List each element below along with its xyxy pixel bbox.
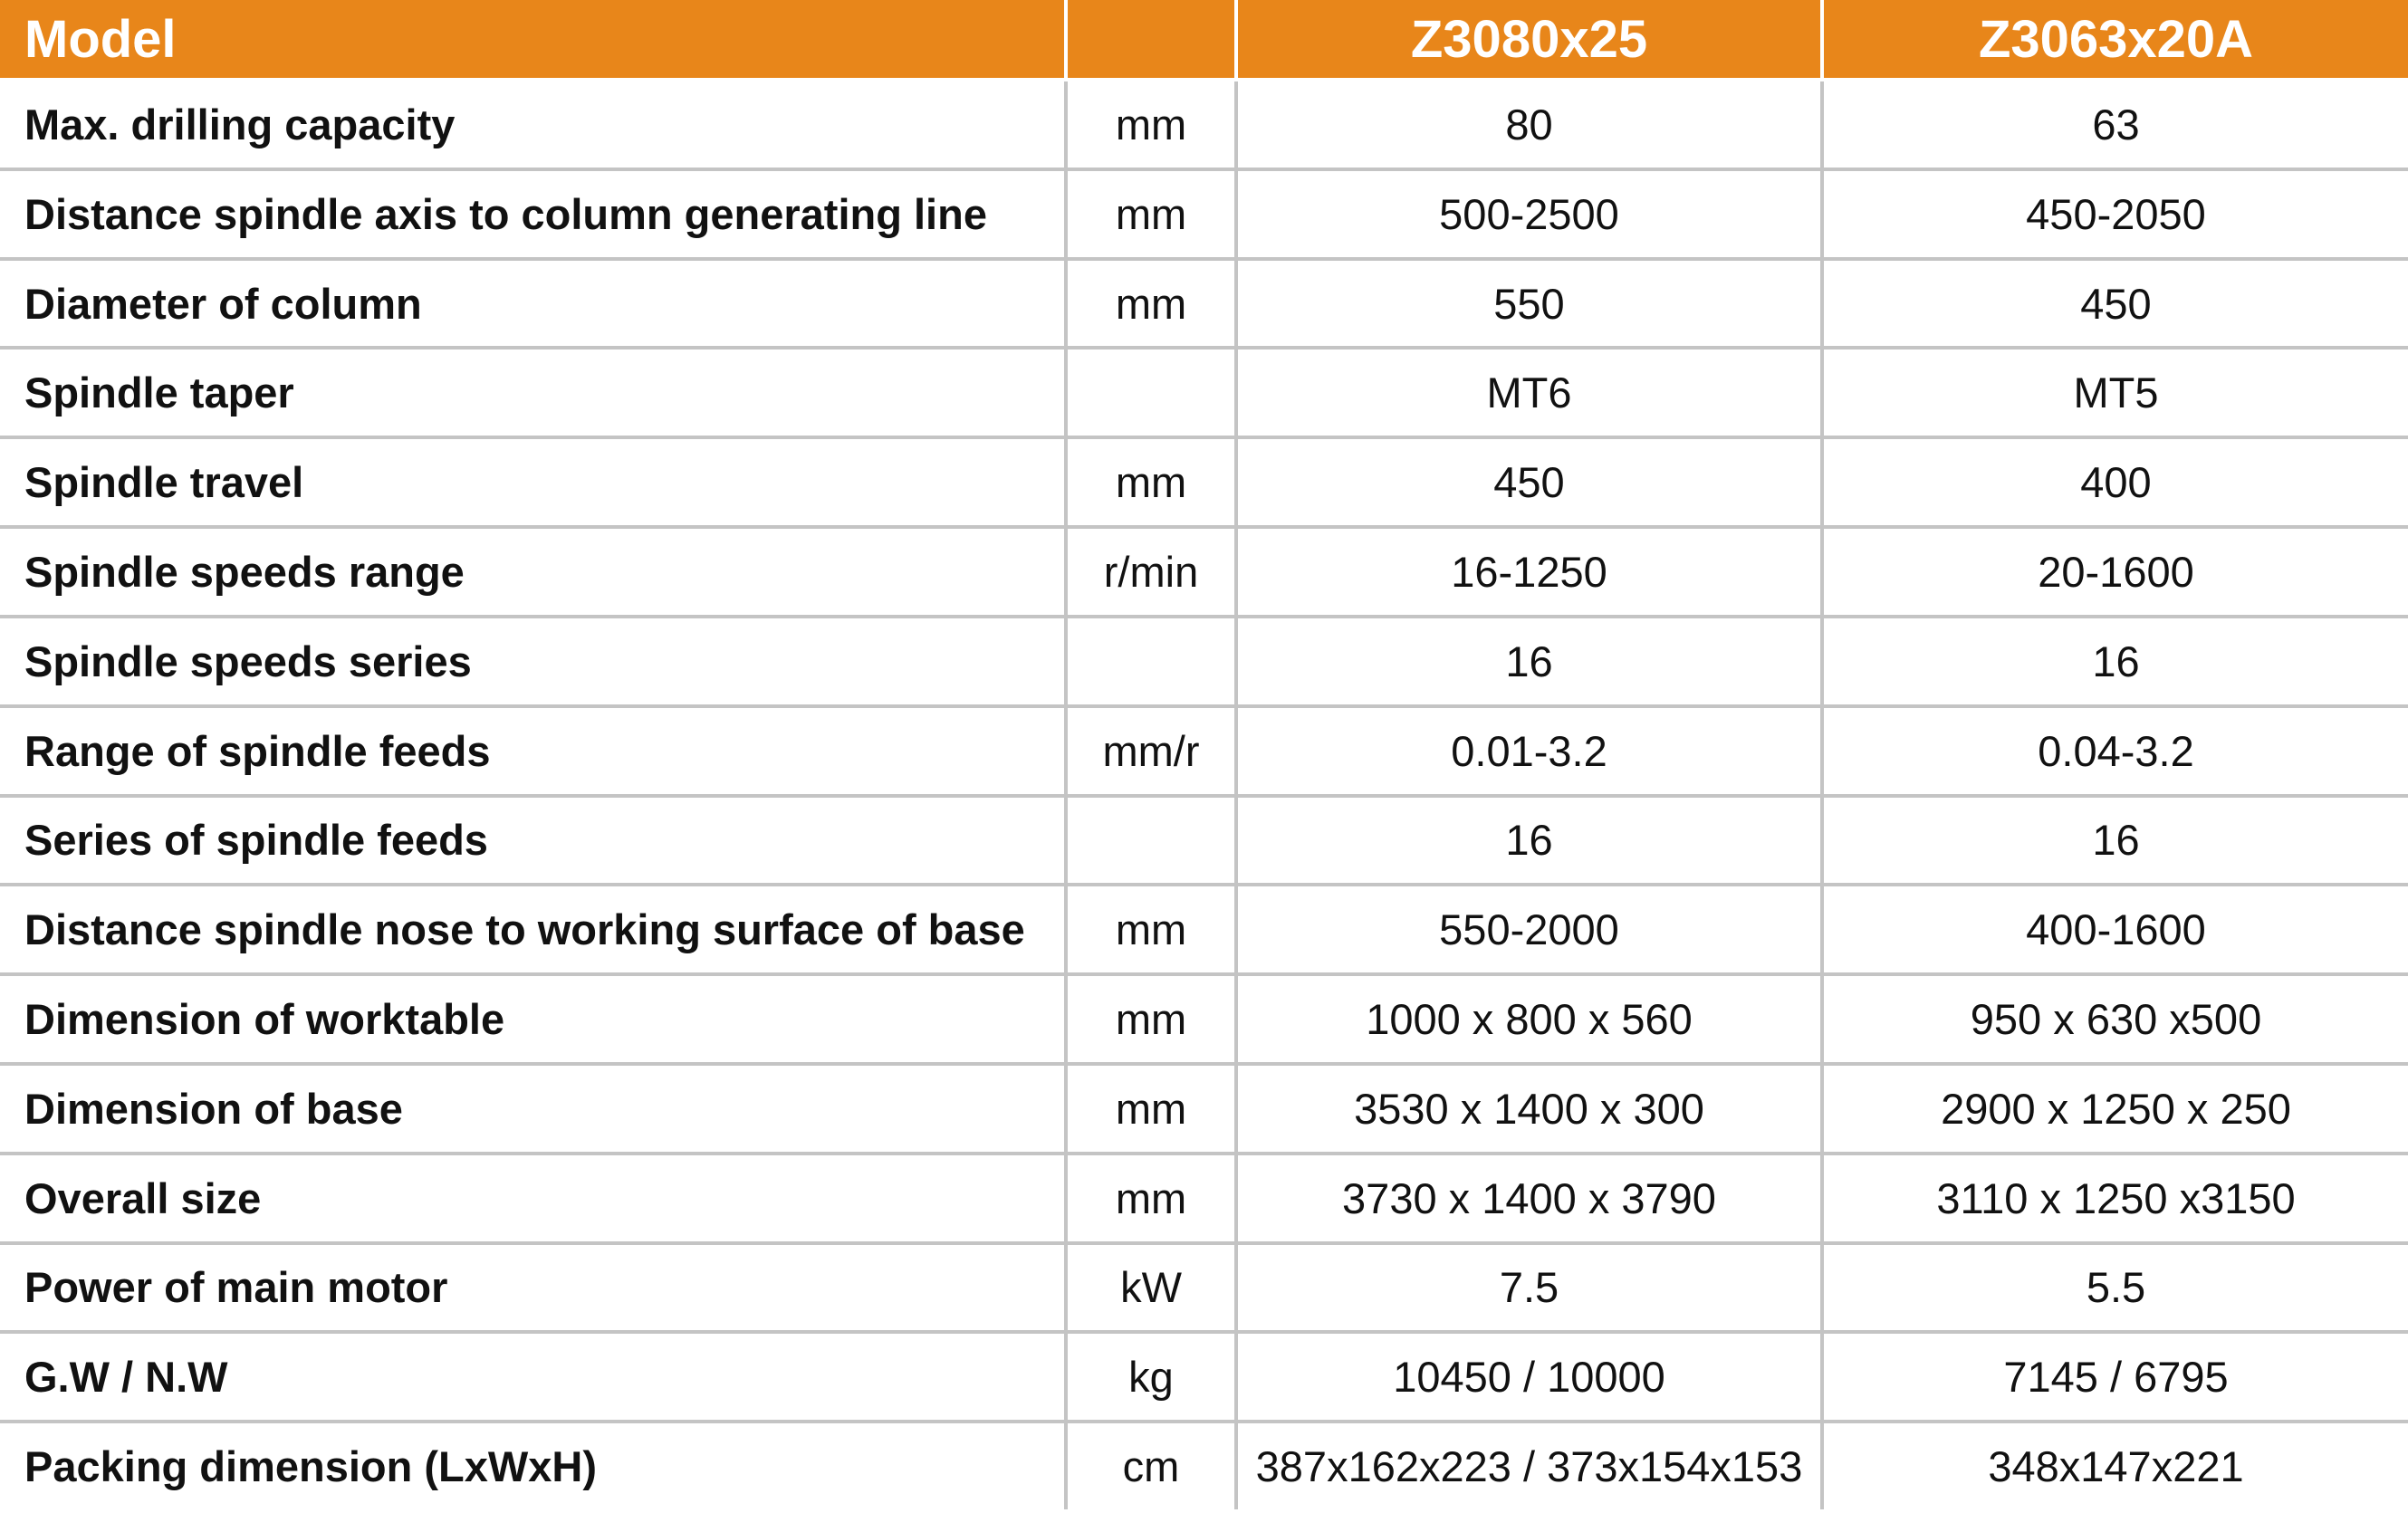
spec-row: Power of main motor kW 7.5 5.5 — [0, 1240, 2408, 1335]
spec-label: Max. drilling capacity — [0, 78, 1068, 171]
spec-label: Power of main motor — [0, 1240, 1068, 1335]
spec-value: 63 — [1820, 78, 2408, 171]
spec-unit: mm — [1064, 972, 1238, 1066]
spec-row: Distance spindle nose to working surface… — [0, 883, 2408, 977]
spec-value: 0.01-3.2 — [1234, 704, 1824, 798]
spec-value: MT5 — [1820, 346, 2408, 440]
spec-unit: mm — [1064, 78, 1238, 171]
spec-row: Series of spindle feeds 16 16 — [0, 793, 2408, 887]
spec-value: 387x162x223 / 373x154x153 — [1234, 1420, 1824, 1509]
spec-unit — [1064, 346, 1238, 440]
spec-value: 16 — [1234, 793, 1824, 887]
spec-value: 16 — [1820, 793, 2408, 887]
spec-value: 450-2050 — [1820, 167, 2408, 261]
spec-unit: kg — [1064, 1330, 1238, 1424]
spec-row: Spindle taper MT6 MT5 — [0, 346, 2408, 440]
spec-unit: mm — [1064, 436, 1238, 530]
spec-value: 7145 / 6795 — [1820, 1330, 2408, 1424]
spec-value: 950 x 630 x500 — [1820, 972, 2408, 1066]
spec-value: 80 — [1234, 78, 1824, 171]
spec-unit — [1064, 793, 1238, 887]
spec-value: 348x147x221 — [1820, 1420, 2408, 1509]
spec-unit: cm — [1064, 1420, 1238, 1509]
spec-label: Spindle speeds series — [0, 614, 1068, 708]
spec-label: Series of spindle feeds — [0, 793, 1068, 887]
spec-row: G.W / N.W kg 10450 / 10000 7145 / 6795 — [0, 1330, 2408, 1424]
spec-unit: mm — [1064, 1151, 1238, 1245]
spec-value: 3110 x 1250 x3150 — [1820, 1151, 2408, 1245]
spec-value: 450 — [1234, 436, 1824, 530]
spec-value: 2900 x 1250 x 250 — [1820, 1061, 2408, 1155]
spec-row: Spindle speeds series 16 16 — [0, 614, 2408, 708]
spec-row: Spindle travel mm 450 400 — [0, 436, 2408, 530]
spec-label: Dimension of worktable — [0, 972, 1068, 1066]
spec-unit — [1064, 614, 1238, 708]
spec-unit: mm — [1064, 256, 1238, 350]
spec-value: 550-2000 — [1234, 883, 1824, 977]
spec-label: Packing dimension (LxWxH) — [0, 1420, 1068, 1509]
spec-value: 400 — [1820, 436, 2408, 530]
spec-value: 1000 x 800 x 560 — [1234, 972, 1824, 1066]
spec-value: 400-1600 — [1820, 883, 2408, 977]
spec-row: Dimension of base mm 3530 x 1400 x 300 2900… — [0, 1061, 2408, 1155]
spec-value: 0.04-3.2 — [1820, 704, 2408, 798]
spec-value: 16 — [1234, 614, 1824, 708]
spec-value: 3730 x 1400 x 3790 — [1234, 1151, 1824, 1245]
spec-label: Overall size — [0, 1151, 1068, 1245]
spec-value: 500-2500 — [1234, 167, 1824, 261]
spec-unit: mm — [1064, 167, 1238, 261]
spec-value: 20-1600 — [1820, 525, 2408, 618]
spec-label: G.W / N.W — [0, 1330, 1068, 1424]
spec-value: 10450 / 10000 — [1234, 1330, 1824, 1424]
spec-row: Spindle speeds range r/min 16-1250 20-1600 — [0, 525, 2408, 618]
spec-row: Overall size mm 3730 x 1400 x 3790 3110 x 1… — [0, 1151, 2408, 1245]
header-cell: Model — [0, 0, 1068, 81]
spec-label: Distance spindle nose to working surface… — [0, 883, 1068, 977]
header-cell: Z3080x25 — [1234, 0, 1824, 81]
spec-value: 16-1250 — [1234, 525, 1824, 618]
spec-row: Diameter of column mm 550 450 — [0, 256, 2408, 350]
spec-value: 550 — [1234, 256, 1824, 350]
spec-unit: mm — [1064, 883, 1238, 977]
header-row: Model Z3080x25 Z3063x20A — [0, 0, 2408, 81]
spec-label: Spindle speeds range — [0, 525, 1068, 618]
spec-value: 450 — [1820, 256, 2408, 350]
spec-row: Dimension of worktable mm 1000 x 800 x 560… — [0, 972, 2408, 1066]
spec-row: Distance spindle axis to column generati… — [0, 167, 2408, 261]
spec-label: Spindle taper — [0, 346, 1068, 440]
spec-unit: mm/r — [1064, 704, 1238, 798]
spec-row: Range of spindle feeds mm/r 0.01-3.2 0.04-3… — [0, 704, 2408, 798]
header-cell: Z3063x20A — [1820, 0, 2408, 81]
spec-value: 7.5 — [1234, 1240, 1824, 1335]
spec-label: Distance spindle axis to column generati… — [0, 167, 1068, 261]
spec-unit: r/min — [1064, 525, 1238, 618]
spec-label: Dimension of base — [0, 1061, 1068, 1155]
spec-row: Packing dimension (LxWxH) cm 387x162x223 /… — [0, 1420, 2408, 1509]
spec-unit: kW — [1064, 1240, 1238, 1335]
spec-label: Range of spindle feeds — [0, 704, 1068, 798]
spec-value: 3530 x 1400 x 300 — [1234, 1061, 1824, 1155]
header-cell — [1064, 0, 1238, 81]
spec-label: Spindle travel — [0, 436, 1068, 530]
spec-value: 5.5 — [1820, 1240, 2408, 1335]
spec-row: Max. drilling capacity mm 80 63 — [0, 78, 2408, 171]
spec-value: MT6 — [1234, 346, 1824, 440]
spec-label: Diameter of column — [0, 256, 1068, 350]
spec-value: 16 — [1820, 614, 2408, 708]
spec-unit: mm — [1064, 1061, 1238, 1155]
